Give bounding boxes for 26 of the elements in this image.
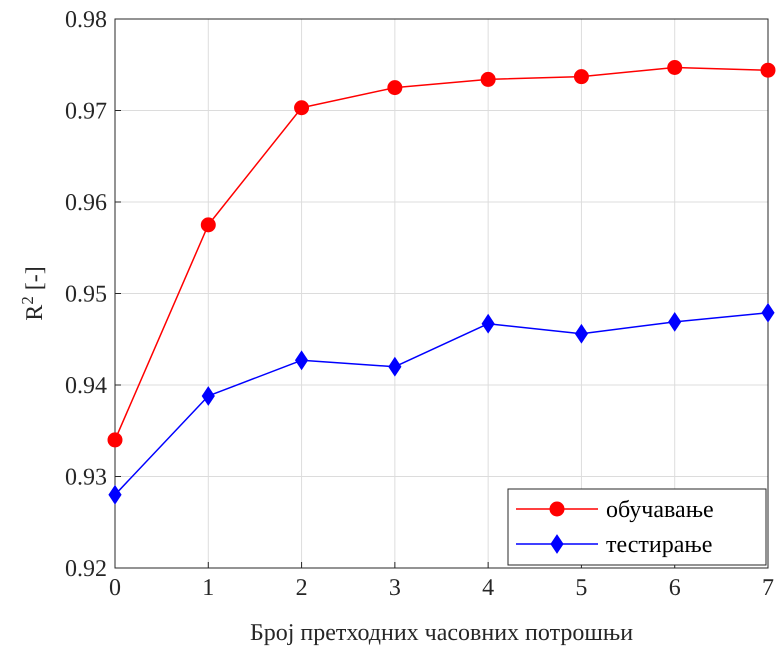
y-tick-label: 0.98 (65, 7, 107, 33)
y-tick-label: 0.97 (65, 98, 107, 124)
point (574, 69, 589, 84)
point (294, 100, 310, 116)
y-tick-label: 0.93 (65, 464, 107, 490)
x-tick-label: 2 (296, 575, 308, 601)
x-tick-label: 7 (762, 575, 774, 601)
point (387, 80, 402, 96)
point (480, 72, 496, 87)
y-tick-label: 0.92 (65, 556, 107, 582)
x-tick-label: 3 (388, 575, 401, 601)
x-tick-label: 0 (109, 575, 121, 601)
x-tick-label: 6 (668, 575, 681, 601)
point (667, 60, 682, 75)
y-tick-label: 0.95 (65, 282, 107, 308)
point (108, 432, 122, 448)
x-axis-title: Број претходних часовних потрошњи (250, 620, 634, 646)
point (760, 62, 776, 78)
y-tick-label: 0.96 (65, 190, 107, 216)
legend-label: обучавање (606, 497, 714, 523)
point (200, 217, 216, 232)
x-tick-label: 4 (482, 575, 494, 601)
legend-label: тестирање (606, 532, 712, 558)
x-tick-label: 5 (575, 575, 588, 601)
x-tick-label: 1 (202, 575, 214, 601)
y-tick-label: 0.94 (65, 373, 107, 399)
